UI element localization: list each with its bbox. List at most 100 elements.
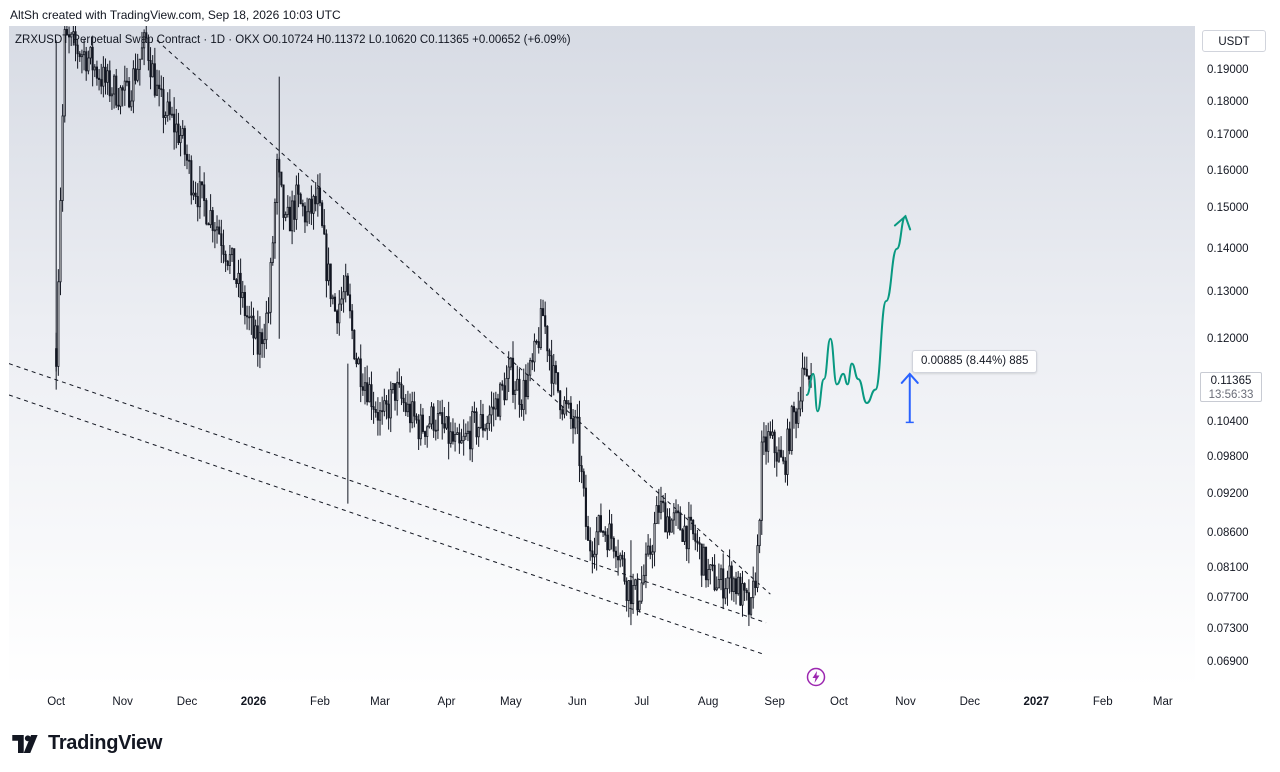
time-tick: Jul [634, 696, 650, 708]
candle-body [353, 330, 356, 360]
candle-body [190, 160, 193, 196]
candle-body [198, 181, 201, 208]
candle-body [336, 310, 339, 324]
candle-body [411, 401, 414, 424]
candle-body [89, 46, 92, 59]
candle-body [574, 416, 577, 429]
candle-body [696, 540, 699, 544]
candle-body [67, 34, 71, 38]
candle-body [679, 512, 682, 531]
candle-body [63, 29, 66, 117]
candle-body [269, 262, 272, 313]
candle-body [263, 339, 266, 345]
legend-low: L0.10620 [368, 34, 417, 46]
chart-credit: AltSh created with TradingView.com, Sep … [10, 8, 341, 22]
legend-change: +0.00652 (+6.09%) [472, 34, 571, 46]
candle-body [333, 296, 337, 312]
candle-body [230, 248, 234, 256]
candle-body [310, 198, 313, 214]
candle-body [93, 66, 96, 71]
candle-body [694, 533, 697, 542]
candle-body [406, 403, 409, 413]
candle-body [136, 68, 139, 81]
candle-body [582, 471, 585, 489]
candle-body [653, 523, 656, 553]
candle-body [402, 397, 405, 404]
candle-body [110, 93, 114, 97]
currency-button[interactable]: USDT [1202, 30, 1266, 52]
bar-countdown: 13:56:33 [1208, 389, 1254, 401]
legend-close: C0.11365 [419, 34, 469, 46]
candle-body [621, 554, 624, 560]
candle-body [704, 546, 708, 581]
candle-body [106, 70, 109, 83]
candle-body [185, 153, 189, 161]
candle-body [754, 580, 757, 588]
candle-body [730, 565, 733, 592]
candle-body [529, 360, 532, 376]
candle-body [488, 414, 491, 424]
candle-body [687, 516, 690, 550]
candle-body [464, 432, 467, 437]
candle-body [160, 88, 163, 91]
candle-body [72, 31, 75, 35]
candle-body [657, 505, 660, 513]
candle-body [226, 260, 229, 266]
candle-body [359, 358, 362, 388]
price-axis[interactable]: 0.19000 0.18000 0.17000 0.16000 0.15000 0.140… [1195, 26, 1280, 688]
candle-body [312, 195, 315, 214]
candle-body [155, 84, 159, 96]
candle-body [211, 210, 214, 231]
candle-body [749, 597, 753, 615]
price-tick: 0.18000 [1207, 95, 1249, 108]
candle-body [756, 545, 759, 588]
time-tick: Mar [1152, 696, 1173, 708]
candle-body [293, 200, 296, 220]
candle-body [711, 564, 714, 567]
candle-body [140, 47, 144, 60]
candle-body [123, 80, 126, 91]
candle-body [780, 449, 783, 458]
candle-body [597, 515, 600, 533]
candle-body [638, 600, 641, 611]
candle-body [567, 402, 570, 405]
candle-body [481, 414, 485, 431]
candle-body [389, 389, 392, 419]
candle-body [462, 435, 465, 442]
candle-body [239, 272, 242, 299]
price-chart[interactable] [9, 26, 1195, 688]
price-tick: 0.08600 [1207, 527, 1249, 540]
candle-body [565, 400, 568, 405]
candle-body [338, 303, 341, 324]
tradingview-logo[interactable]: TradingView [12, 732, 162, 755]
candle-body [550, 355, 553, 384]
candle-body [245, 315, 249, 318]
candle-body [78, 53, 81, 58]
candle-body [424, 431, 427, 437]
candle-body [700, 543, 703, 576]
candle-body [439, 412, 442, 415]
candle-body [552, 365, 555, 384]
candle-body [205, 200, 208, 225]
candle-body [606, 534, 609, 551]
price-tick: 0.09800 [1207, 451, 1249, 464]
time-tick: Nov [895, 696, 916, 708]
candle-body [571, 418, 575, 429]
candle-body [361, 386, 364, 391]
candle-body [235, 279, 238, 285]
candle-body [381, 410, 384, 413]
candle-body [702, 546, 705, 576]
candle-body [241, 292, 244, 299]
candle-body [677, 510, 680, 514]
candle-body [559, 390, 562, 411]
candle-body [514, 389, 517, 395]
candle-body [563, 400, 566, 415]
candle-body [537, 341, 540, 349]
candle-body [460, 440, 463, 444]
flash-icon[interactable] [806, 667, 826, 687]
candle-body [306, 211, 309, 223]
candle-body [456, 432, 459, 435]
time-axis[interactable]: Oct Nov Dec 2026 Feb Mar Apr May Jun Jul Aug Sep Oct… [9, 688, 1195, 714]
legend-open: O0.10724 [262, 34, 314, 46]
candle-body [188, 159, 191, 162]
